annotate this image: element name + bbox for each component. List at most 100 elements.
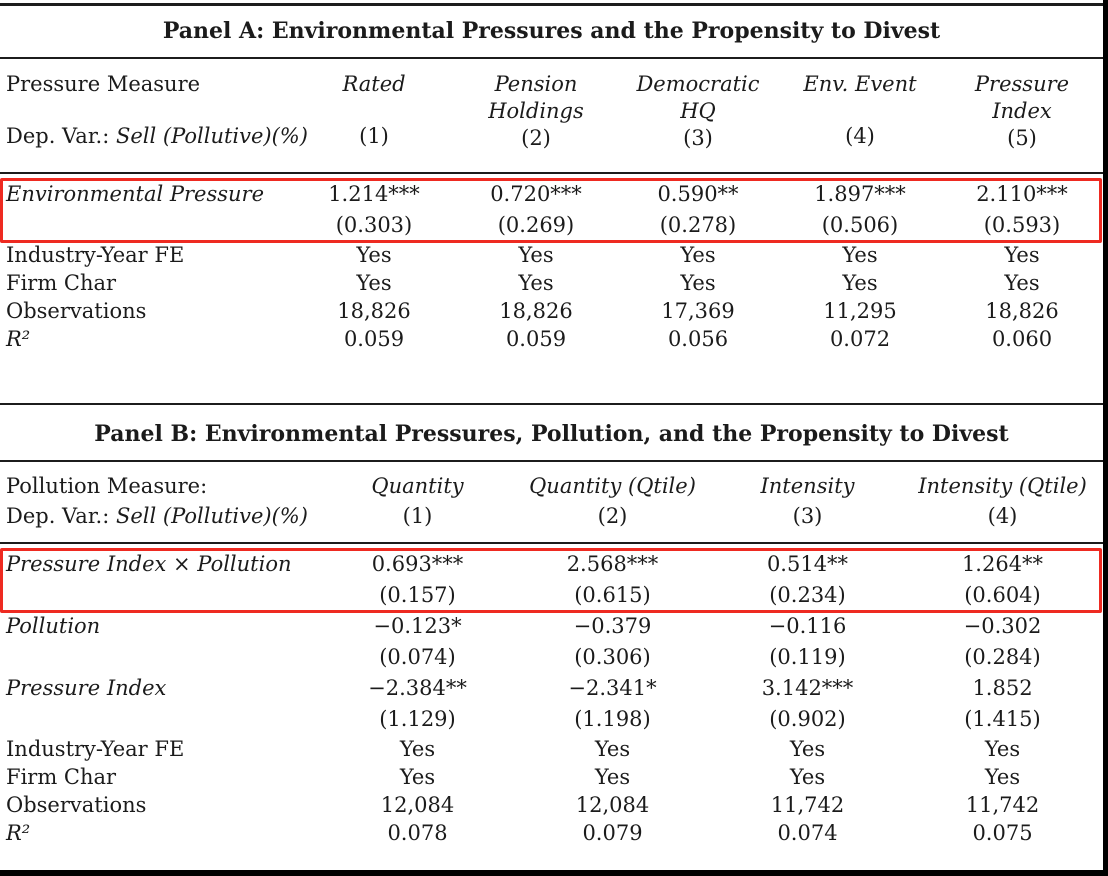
- panel-a-column-rated: Rated (1): [293, 59, 455, 172]
- cell: 18,826: [499, 299, 573, 323]
- cell: 11,742: [770, 793, 845, 817]
- row-label: R²: [6, 327, 31, 351]
- cell: (0.157): [379, 583, 456, 607]
- cell: 0.059: [343, 327, 405, 351]
- cell: (0.074): [379, 645, 456, 669]
- cell: (0.902): [769, 707, 846, 731]
- cell: 2.110***: [976, 182, 1068, 206]
- table-row-pollution: Pollution −0.123* −0.379 −0.116 −0.302: [0, 611, 1103, 642]
- panel-b-header: Pollution Measure: Quantity Quantity (Qt…: [0, 462, 1103, 542]
- cell: 0.078: [387, 821, 448, 845]
- cell: 1.897***: [814, 182, 906, 206]
- row-label: [0, 210, 293, 241]
- cell: Yes: [518, 243, 554, 267]
- cell: 0.075: [972, 821, 1033, 845]
- panel-a-header: Pressure Measure Dep. Var.: Sell (Pollut…: [0, 59, 1103, 172]
- cell: 0.079: [582, 821, 643, 845]
- cell: Yes: [356, 243, 392, 267]
- cell: (0.269): [497, 213, 575, 237]
- panel-a-column-pressure-index: Pressure Index (5): [941, 59, 1103, 172]
- cell: (0.604): [964, 583, 1041, 607]
- divider: [0, 172, 1103, 174]
- column-number: (3): [683, 126, 713, 150]
- table-row-standard-errors: (0.303) (0.269) (0.278) (0.506) (0.593): [0, 210, 1103, 241]
- cell: (1.198): [574, 707, 651, 731]
- divider: [0, 542, 1103, 544]
- table-row-standard-errors: (0.074) (0.306) (0.119) (0.284): [0, 642, 1103, 673]
- table-row-r-squared: R² 0.059 0.059 0.056 0.072 0.060: [0, 325, 1103, 353]
- panel-b-depvar-label: Dep. Var.: Sell (Pollutive)(%): [0, 501, 320, 531]
- cell: 0.060: [991, 327, 1053, 351]
- cell: −2.384**: [368, 676, 467, 700]
- cell: 2.568***: [566, 552, 659, 576]
- row-label: Observations: [6, 299, 147, 323]
- panel-b-body: Pressure Index × Pollution 0.693*** 2.56…: [0, 544, 1103, 876]
- depvar-prefix: Dep. Var.:: [6, 124, 116, 148]
- cell: (1.129): [379, 707, 456, 731]
- panel-b-title: Panel B: Environmental Pressures, Pollut…: [94, 421, 1009, 447]
- cell: −0.302: [963, 614, 1042, 638]
- cell: 1.214***: [328, 182, 420, 206]
- cell: Yes: [842, 271, 878, 295]
- panel-a-measure-label: Pressure Measure: [6, 72, 201, 96]
- panel-b-header-names-row: Pollution Measure: Quantity Quantity (Qt…: [0, 471, 1103, 501]
- table-row-industry-year-fe: Industry-Year FE Yes Yes Yes Yes Yes: [0, 241, 1103, 269]
- depvar-name: Sell (Pollutive)(%): [115, 124, 308, 148]
- cell: 17,369: [661, 299, 735, 323]
- cell: (0.303): [335, 213, 413, 237]
- cell: 0.059: [505, 327, 567, 351]
- table-row-firm-char: Firm Char Yes Yes Yes Yes: [0, 763, 1103, 791]
- cell: 11,742: [965, 793, 1040, 817]
- cell: (0.306): [574, 645, 651, 669]
- column-name: Pressure Index: [974, 72, 1070, 123]
- cell: Yes: [594, 737, 631, 761]
- row-label: [0, 704, 320, 735]
- cell: (0.284): [964, 645, 1041, 669]
- cell: (1.415): [964, 707, 1041, 731]
- cell: 3.142***: [761, 676, 854, 700]
- table-row-pressure-index-x-pollution: Pressure Index × Pollution 0.693*** 2.56…: [0, 549, 1103, 580]
- table-row-environmental-pressure: Environmental Pressure 1.214*** 0.720***…: [0, 179, 1103, 210]
- cell: Yes: [842, 243, 878, 267]
- cell: Yes: [984, 737, 1021, 761]
- row-label: [0, 580, 320, 611]
- column-name: Intensity (Qtile): [918, 474, 1087, 498]
- column-number: (3): [792, 504, 823, 528]
- cell: −0.379: [573, 614, 652, 638]
- cell: 12,084: [575, 793, 650, 817]
- row-label: Firm Char: [6, 765, 117, 789]
- table-row-pressure-index: Pressure Index −2.384** −2.341* 3.142***…: [0, 673, 1103, 704]
- cell: 0.590**: [657, 182, 739, 206]
- table-row-observations: Observations 18,826 18,826 17,369 11,295…: [0, 297, 1103, 325]
- cell: 0.693***: [371, 552, 464, 576]
- column-name: Env. Event: [803, 72, 917, 96]
- panel-a-body: Environmental Pressure 1.214*** 0.720***…: [0, 174, 1103, 403]
- column-number: (1): [359, 124, 389, 148]
- column-number: (2): [597, 504, 628, 528]
- cell: 1.852: [972, 676, 1033, 700]
- cell: 0.074: [777, 821, 838, 845]
- panel-a-depvar-label: Dep. Var.: Sell (Pollutive)(%): [6, 123, 308, 150]
- cell: Yes: [680, 243, 716, 267]
- column-name: Democratic HQ: [636, 72, 760, 123]
- cell: Yes: [356, 271, 392, 295]
- panel-b-measure-label: Pollution Measure:: [6, 474, 208, 498]
- right-crop-border: [1103, 0, 1108, 876]
- top-rule-divider: [0, 3, 1103, 6]
- column-number: (4): [845, 124, 875, 148]
- cell: (0.593): [983, 213, 1061, 237]
- cell: Yes: [399, 737, 436, 761]
- panel-a-highlight-box: Environmental Pressure 1.214*** 0.720***…: [0, 178, 1103, 243]
- row-label: [0, 642, 320, 673]
- depvar-prefix: Dep. Var.:: [6, 504, 116, 528]
- cell: Yes: [518, 271, 554, 295]
- panel-a-title: Panel A: Environmental Pressures and the…: [162, 18, 941, 44]
- cell: 0.514**: [766, 552, 849, 576]
- panel-b-header-numbers-row: Dep. Var.: Sell (Pollutive)(%) (1) (2) (…: [0, 501, 1103, 531]
- cell: (0.615): [574, 583, 651, 607]
- cell: 11,295: [823, 299, 897, 323]
- panel-a-column-env-event: Env. Event (4): [779, 59, 941, 172]
- divider: [0, 57, 1103, 59]
- cell: (0.234): [769, 583, 846, 607]
